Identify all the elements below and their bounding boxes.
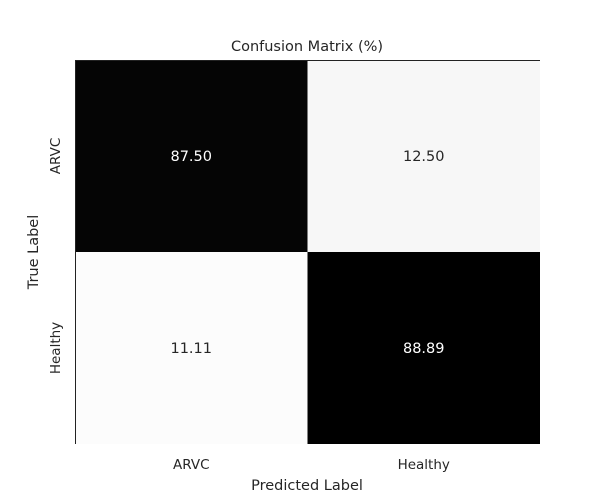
heatmap-cell-healthy-arvc: [75, 252, 308, 444]
x-tick-label-healthy: Healthy: [398, 457, 450, 473]
y-tick-label-healthy: Healthy: [48, 322, 64, 374]
x-tick-labels: ARVC Healthy: [173, 457, 450, 473]
x-axis-label: Predicted Label: [251, 478, 363, 494]
y-tick-labels: ARVC Healthy: [48, 138, 64, 374]
y-axis-label: True Label: [26, 215, 42, 291]
heatmap-cells: [75, 60, 540, 444]
axis-spines: [75, 60, 540, 444]
y-tick-label-arvc: ARVC: [48, 138, 64, 175]
heatmap-cell-healthy-healthy: [307, 252, 540, 444]
chart-title: Confusion Matrix (%): [231, 39, 383, 55]
cell-value-label: 87.50: [170, 149, 212, 165]
cell-value-label: 88.89: [403, 341, 445, 357]
value-labels: 87.50 12.50 11.11 88.89: [170, 149, 444, 357]
heatmap-cell-arvc-arvc: [75, 60, 308, 252]
cell-value-label: 12.50: [403, 149, 445, 165]
cell-value-label: 11.11: [170, 341, 212, 357]
x-tick-label-arvc: ARVC: [173, 457, 210, 473]
heatmap-cell-arvc-healthy: [307, 60, 540, 252]
